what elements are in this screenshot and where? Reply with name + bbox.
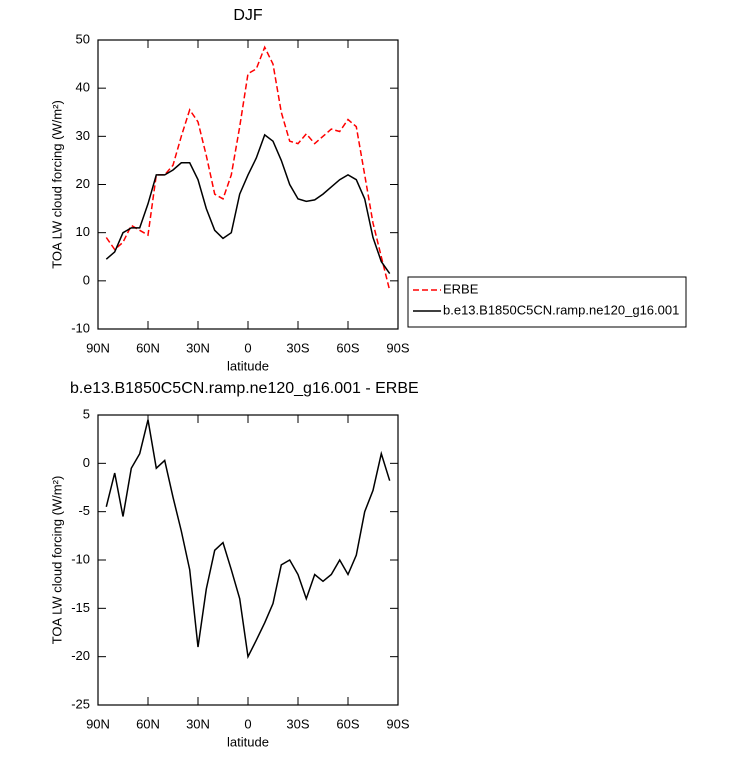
x-tick-label: 30N bbox=[186, 716, 210, 731]
y-tick-label: -25 bbox=[71, 696, 90, 711]
y-tick-label: 5 bbox=[83, 406, 90, 421]
data-line bbox=[105, 133, 391, 275]
y-tick-label: -10 bbox=[71, 320, 90, 335]
x-tick-label: 30S bbox=[286, 716, 309, 731]
chart-title: b.e13.B1850C5CN.ramp.ne120_g16.001 - ERB… bbox=[70, 380, 419, 397]
y-axis-label: TOA LW cloud forcing (W/m²) bbox=[49, 100, 64, 269]
y-tick-label: 30 bbox=[76, 128, 90, 143]
y-tick-label: -5 bbox=[78, 503, 90, 518]
y-tick-label: 50 bbox=[76, 31, 90, 46]
x-tick-label: 60N bbox=[136, 716, 160, 731]
y-tick-label: 20 bbox=[76, 176, 90, 191]
x-axis-label: latitude bbox=[227, 734, 269, 749]
y-tick-label: 40 bbox=[76, 80, 90, 95]
chart-title: DJF bbox=[233, 7, 263, 24]
x-tick-label: 90S bbox=[386, 716, 409, 731]
x-tick-label: 60S bbox=[336, 340, 359, 355]
x-tick-label: 90S bbox=[386, 340, 409, 355]
legend-box bbox=[407, 276, 687, 328]
x-tick-label: 30S bbox=[286, 340, 309, 355]
x-tick-label: 0 bbox=[244, 340, 251, 355]
data-line bbox=[105, 419, 391, 660]
legend-label: b.e13.B1850C5CN.ramp.ne120_g16.001 bbox=[443, 302, 679, 317]
legend-label: ERBE bbox=[443, 281, 479, 296]
x-tick-label: 90N bbox=[86, 340, 110, 355]
y-tick-label: 0 bbox=[83, 455, 90, 470]
x-tick-label: 90N bbox=[86, 716, 110, 731]
plot-frame bbox=[97, 39, 399, 330]
x-tick-label: 30N bbox=[186, 340, 210, 355]
y-tick-label: 10 bbox=[76, 224, 90, 239]
y-axis-label: TOA LW cloud forcing (W/m²) bbox=[49, 476, 64, 645]
x-tick-label: 0 bbox=[244, 716, 251, 731]
x-axis-label: latitude bbox=[227, 358, 269, 373]
plot-frame bbox=[97, 414, 399, 706]
data-line bbox=[105, 45, 391, 291]
y-tick-label: -20 bbox=[71, 648, 90, 663]
y-tick-label: 0 bbox=[83, 272, 90, 287]
y-tick-label: -10 bbox=[71, 551, 90, 566]
x-tick-label: 60S bbox=[336, 716, 359, 731]
y-tick-label: -15 bbox=[71, 600, 90, 615]
x-tick-label: 60N bbox=[136, 340, 160, 355]
